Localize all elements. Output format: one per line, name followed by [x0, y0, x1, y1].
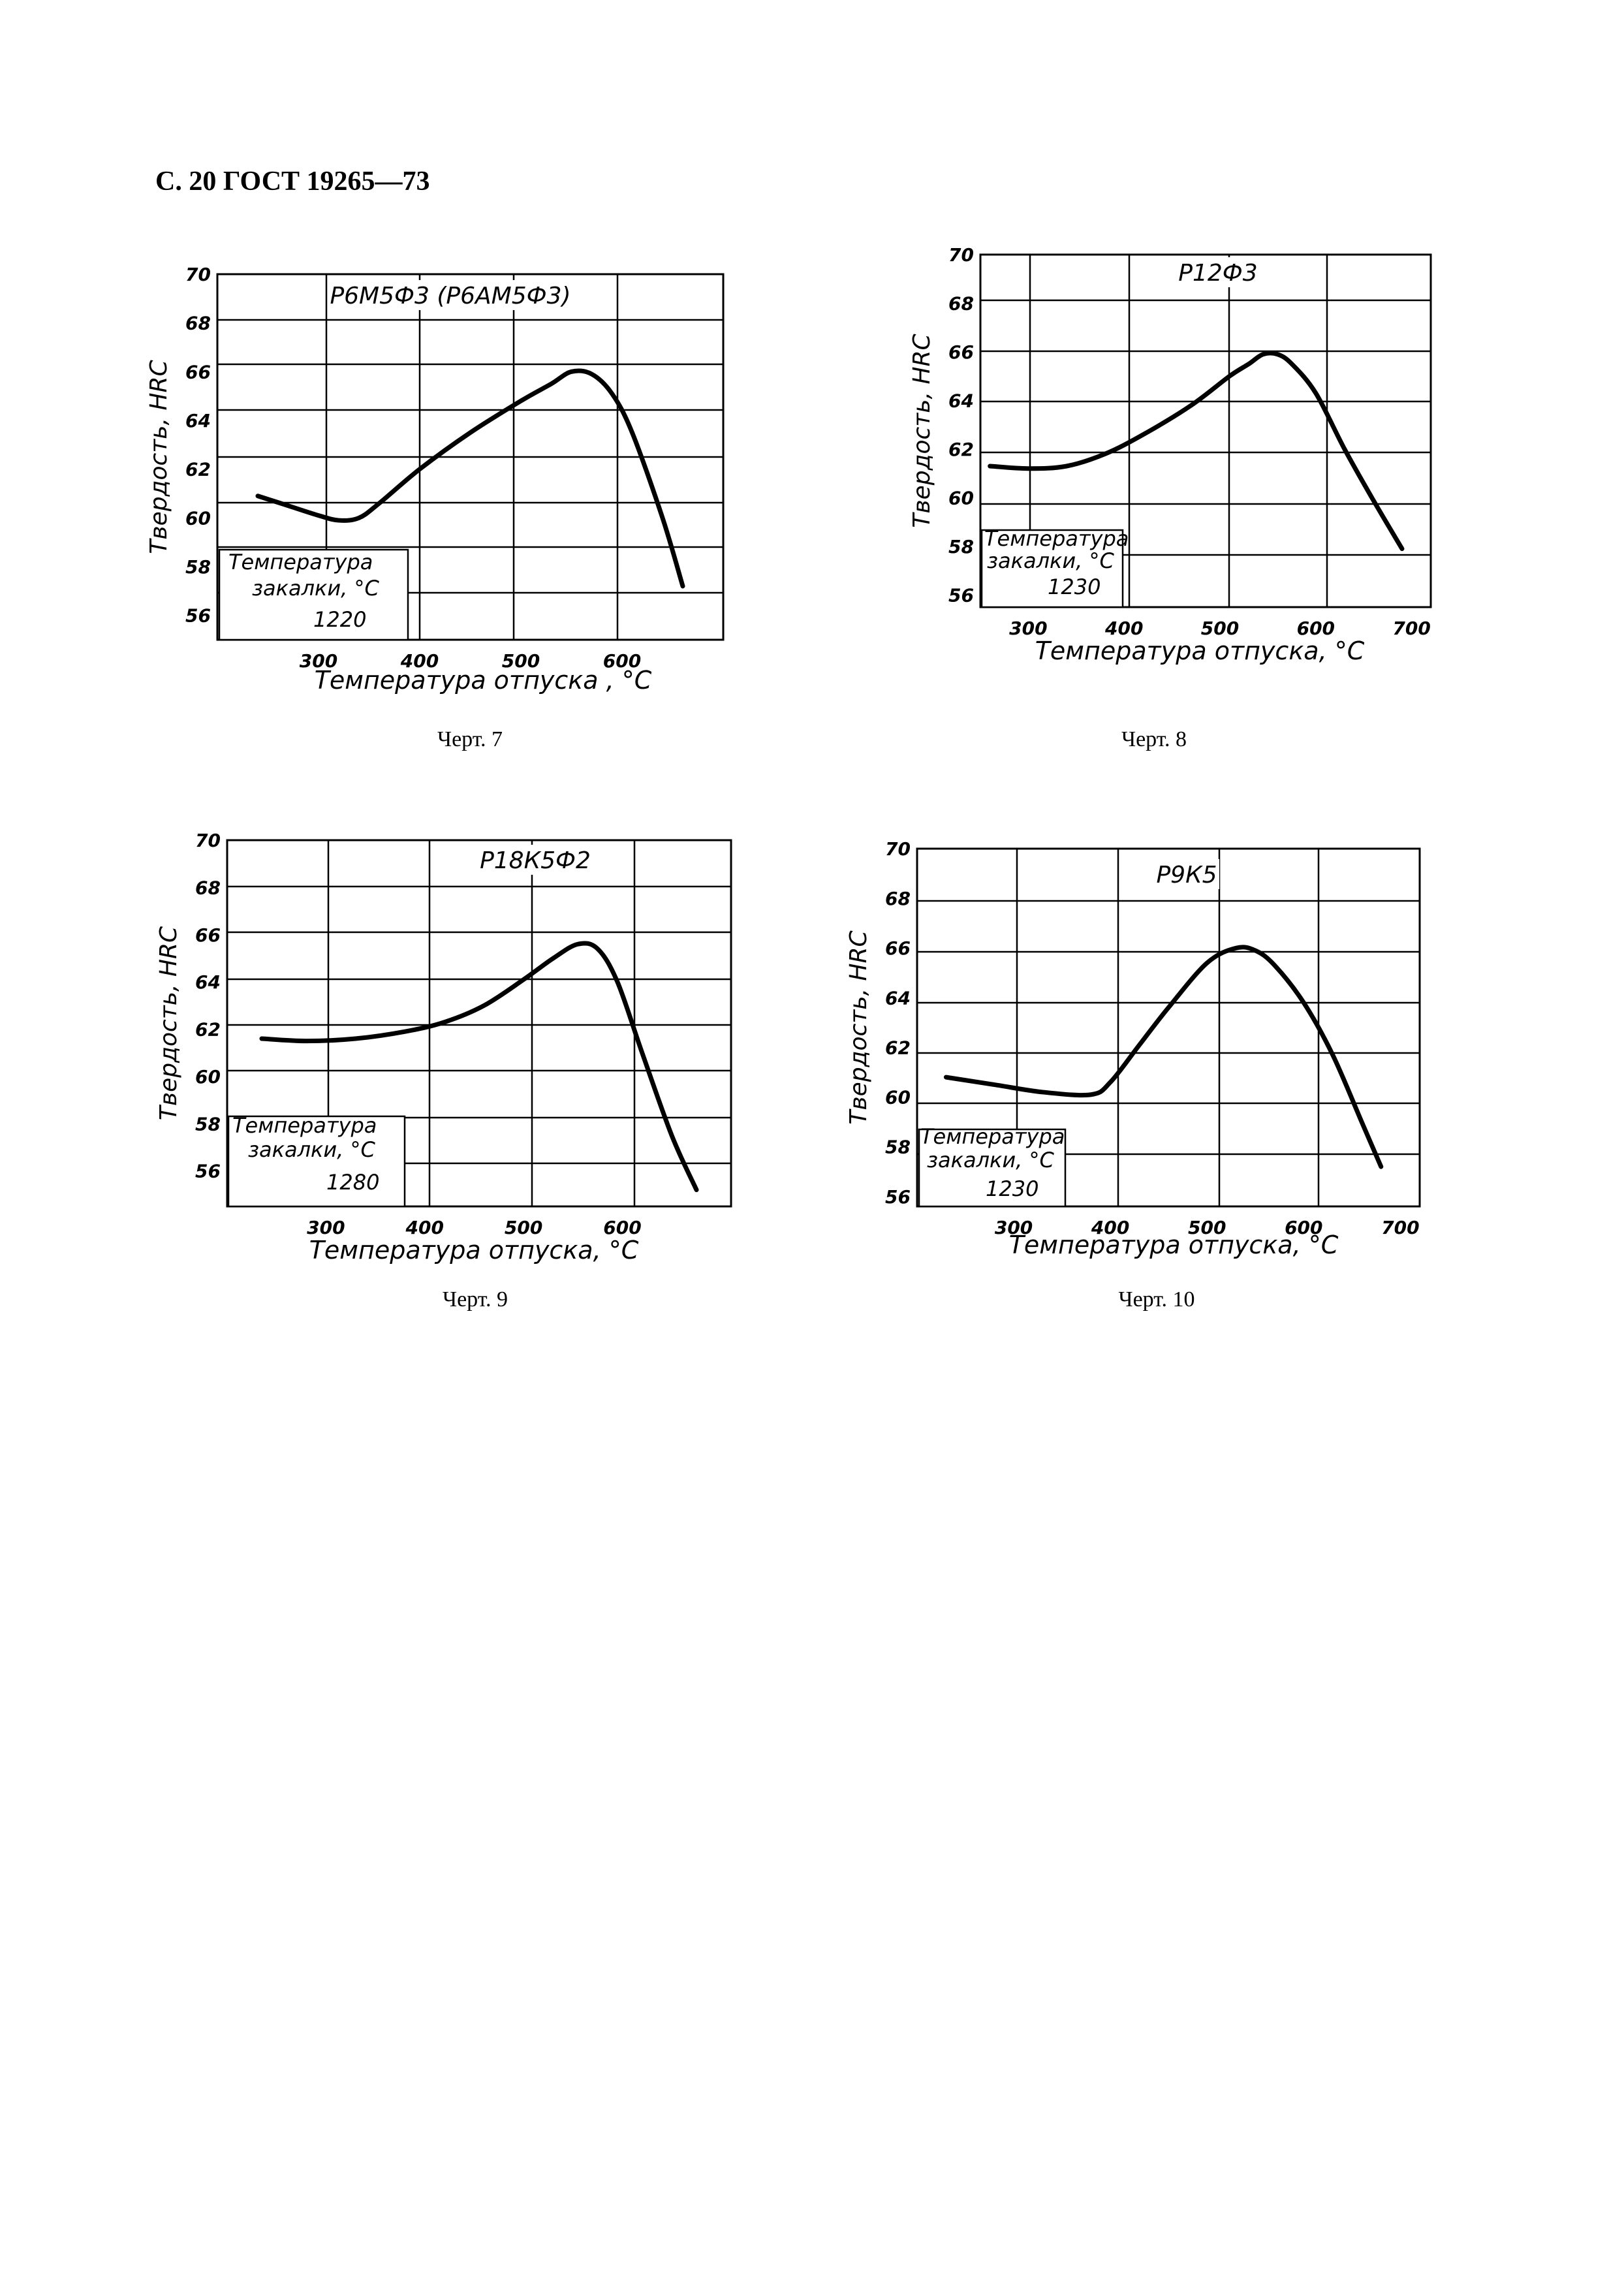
chart-title: Р12Ф3 [1178, 260, 1257, 287]
y-tick-label: 64 [185, 410, 211, 432]
quench-label-line1: Температура [228, 550, 373, 574]
y-tick-label: 66 [195, 924, 221, 946]
quench-temperature: 1280 [326, 1170, 379, 1195]
y-tick-label: 66 [885, 937, 911, 959]
plot-frame [979, 253, 1432, 608]
chart-4-caption: Черт. 10 [1118, 1287, 1195, 1312]
title-bg [1179, 257, 1257, 287]
y-tick-label: 56 [885, 1186, 911, 1208]
hardness-curve [259, 941, 699, 1193]
y-tick-label: 70 [185, 264, 211, 285]
x-tick-label: 300 [307, 1217, 345, 1238]
y-tick-label: 58 [195, 1113, 221, 1135]
y-tick-label: 56 [948, 584, 974, 606]
x-tick-label: 300 [300, 650, 337, 672]
x-tick-label: 500 [1201, 618, 1239, 639]
x-tick-label: 400 [1104, 618, 1143, 639]
hardness-curve [255, 368, 685, 589]
plot-frame [916, 847, 1421, 1208]
quench-temperature: 1230 [986, 1176, 1038, 1201]
x-tick-label: 500 [1188, 1217, 1226, 1238]
quench-label-line2: закалки, °С [927, 1148, 1054, 1172]
x-tick-label: 600 [1285, 1217, 1322, 1238]
quench-inset [918, 1128, 1067, 1208]
quench-label-line1: Температура [984, 526, 1129, 551]
y-tick-label: 62 [948, 439, 974, 460]
x-axis-label: Температура отпуска , °С [315, 666, 652, 695]
y-tick-label: 64 [885, 987, 911, 1009]
quench-temperature: 1230 [1048, 574, 1101, 599]
chart-1-caption: Черт. 7 [437, 727, 503, 751]
quench-inset [218, 548, 409, 641]
chart-title: Р9К5 [1156, 862, 1217, 888]
y-tick-label: 70 [195, 830, 221, 851]
y-tick-label: 60 [195, 1066, 221, 1088]
y-tick-label: 56 [195, 1161, 221, 1182]
x-tick-label: 600 [1297, 618, 1335, 639]
y-axis-label: Твердость, HRC [146, 360, 172, 554]
chart-title: Р18К5Ф2 [480, 847, 591, 874]
x-tick-label: 400 [405, 1217, 444, 1238]
y-tick-label: 58 [885, 1137, 911, 1158]
x-tick-label: 700 [1392, 618, 1430, 639]
hardness-curve [943, 945, 1384, 1169]
y-axis-label: Твердость, HRC [155, 926, 182, 1120]
y-tick-label: 58 [948, 536, 974, 558]
y-tick-label: 68 [885, 888, 911, 909]
y-axis-label: Твердость, HRC [909, 334, 935, 528]
x-tick-label: 600 [603, 650, 641, 672]
y-tick-label: 68 [195, 877, 221, 898]
plot-frame [216, 273, 725, 641]
hardness-curve [988, 351, 1405, 552]
y-axis-label: Твердость, HRC [845, 930, 872, 1125]
title-bg [1154, 859, 1219, 889]
y-tick-label: 68 [948, 292, 974, 314]
quench-label-line2: закалки, °С [248, 1137, 375, 1162]
x-axis-label: Температура отпуска, °С [1009, 1231, 1339, 1259]
y-tick-label: 58 [185, 556, 211, 578]
quench-label-line2: закалки, °С [252, 576, 379, 601]
y-tick-label: 62 [195, 1019, 221, 1041]
x-axis-label: Температура отпуска, °С [1035, 636, 1365, 665]
x-tick-label: 400 [400, 650, 439, 672]
y-tick-label: 60 [185, 507, 211, 529]
quench-label-line1: Температура [232, 1113, 377, 1138]
y-tick-label: 62 [185, 459, 211, 480]
x-tick-label: 600 [603, 1217, 641, 1238]
x-tick-label: 500 [502, 650, 540, 672]
y-tick-label: 60 [885, 1087, 911, 1108]
y-tick-label: 62 [885, 1037, 911, 1058]
x-tick-label: 400 [1091, 1217, 1129, 1238]
page-header: С. 20 ГОСТ 19265—73 [155, 166, 430, 196]
x-tick-label: 500 [505, 1217, 542, 1238]
x-tick-label: 300 [995, 1217, 1033, 1238]
quench-inset [980, 529, 1124, 608]
y-tick-label: 66 [185, 361, 211, 383]
quench-temperature: 1220 [313, 607, 366, 632]
quench-label-line1: Температура [920, 1124, 1065, 1149]
chart-2-caption: Черт. 8 [1121, 727, 1187, 751]
chart-title: Р6М5Ф3 (Р6АМ5Ф3) [330, 283, 570, 309]
y-tick-label: 64 [948, 390, 974, 411]
title-bg [339, 280, 561, 310]
chart-3-caption: Черт. 9 [442, 1287, 508, 1312]
y-tick-label: 70 [885, 838, 911, 860]
y-tick-label: 66 [948, 341, 974, 363]
y-tick-label: 68 [185, 313, 211, 334]
quench-label-line2: закалки, °С [987, 548, 1114, 573]
title-bg [483, 845, 587, 875]
y-tick-label: 56 [185, 605, 211, 627]
x-tick-label: 300 [1009, 618, 1047, 639]
y-tick-label: 64 [195, 971, 221, 993]
quench-inset [227, 1115, 406, 1208]
x-tick-label: 700 [1381, 1217, 1419, 1238]
x-axis-label: Температура отпуска, °С [309, 1236, 639, 1265]
y-tick-label: 70 [948, 244, 974, 266]
y-tick-label: 60 [948, 487, 974, 509]
plot-frame [226, 839, 732, 1208]
